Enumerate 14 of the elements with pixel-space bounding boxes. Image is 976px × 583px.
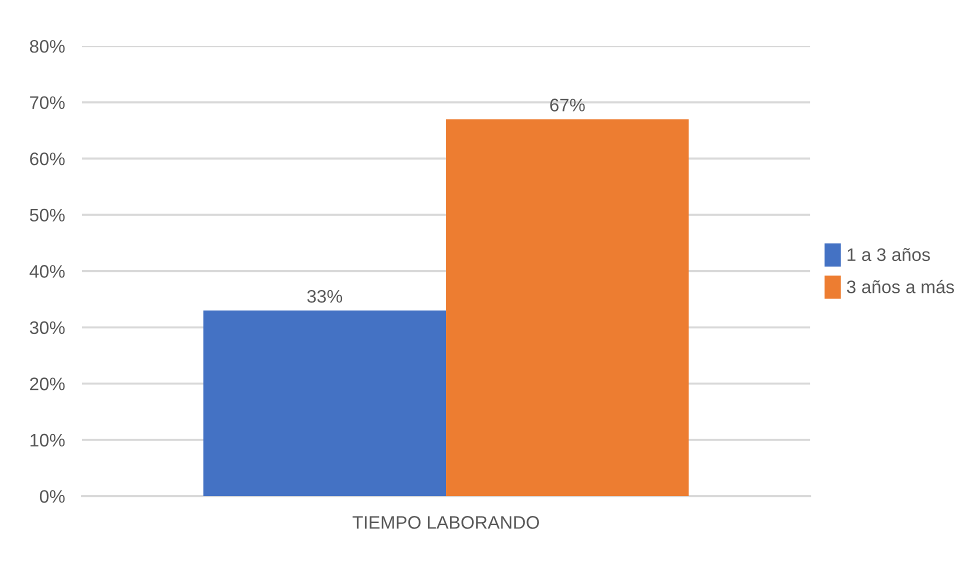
y-tick-label: 40%: [30, 265, 65, 278]
legend-label: 3 años a más: [846, 280, 954, 294]
data-label: 67%: [550, 98, 585, 112]
y-tick-label: 80%: [30, 40, 65, 53]
y-tick-label: 30%: [30, 321, 65, 334]
y-tick-label: 10%: [30, 434, 65, 447]
y-tick-label: 70%: [30, 96, 65, 110]
x-tick-label: TIEMPO LABORANDO: [352, 516, 539, 529]
data-label: 33%: [307, 290, 342, 303]
y-tick-label: 50%: [30, 208, 65, 222]
y-tick-label: 20%: [30, 378, 65, 390]
legend-label: 1 a 3 años: [848, 248, 930, 262]
y-tick-label: 0%: [40, 490, 65, 503]
y-tick-label: 60%: [30, 152, 65, 166]
